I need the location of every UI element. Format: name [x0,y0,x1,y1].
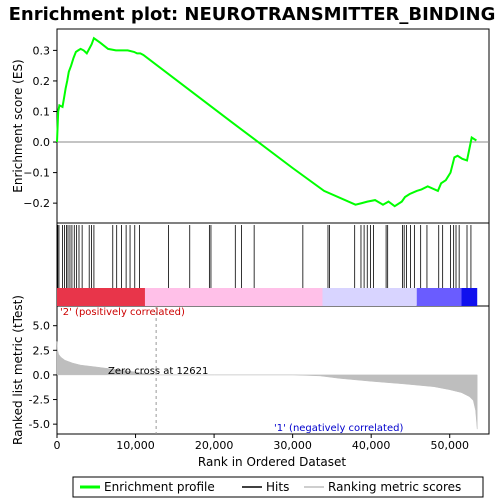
ranking-bar-segment [461,288,478,306]
x-tick-label: 20,000 [195,439,234,452]
negative-correlation-label: '1' (negatively correlated) [274,423,403,434]
metric-y-axis: -5.0 -2.5 0.0 2.5 5.0 [29,320,57,431]
x-tick-label: 0 [54,439,61,452]
ranking-metric-area [56,341,478,430]
es-series [56,36,477,208]
metric-y-tick-label: 5.0 [33,320,51,333]
legend-box [72,476,484,498]
ranking-bar-segment [416,288,462,306]
chart-title: Enrichment plot: NEUROTRANSMITTER_BINDIN… [9,4,496,25]
x-tick-label: 40,000 [352,439,391,452]
legend: Enrichment profile Hits Ranking metric s… [72,476,484,498]
legend-enrichment-label: Enrichment profile [104,480,215,494]
es-y-tick-label: 0.0 [33,136,51,149]
zero-cross-label: Zero cross at 12621 [108,366,208,377]
hit-markers [57,225,472,288]
ranking-bar-segment [57,288,145,306]
es-y-axis: −0.2 −0.1 0.0 0.1 0.2 0.3 [23,44,57,210]
metric-y-tick-label: 0.0 [33,369,51,382]
metric-y-tick-label: -2.5 [29,394,50,407]
legend-hits-label: Hits [266,480,289,494]
es-y-axis-label: Enrichment score (ES) [11,59,25,192]
metric-y-tick-label: 2.5 [33,344,51,357]
es-y-tick-label: −0.1 [23,167,50,180]
x-tick-label: 30,000 [273,439,312,452]
es-panel-frame [56,28,490,224]
x-tick-label: 10,000 [116,439,155,452]
positive-correlation-label: '2' (positively correlated) [60,307,185,318]
metric-y-tick-label: -5.0 [29,418,50,431]
es-y-tick-label: 0.2 [33,75,51,88]
metric-y-axis-label: Ranked list metric (tTest) [11,295,25,445]
legend-metric-label: Ranking metric scores [328,480,461,494]
x-axis: 0 10,000 20,000 30,000 40,000 50,000 [54,434,469,452]
enrichment-profile-line [56,36,477,208]
ranking-color-bar [57,288,478,306]
x-axis-label: Rank in Ordered Dataset [198,455,346,469]
es-y-tick-label: 0.1 [33,105,51,118]
es-y-tick-label: −0.2 [23,197,50,210]
x-tick-label: 50,000 [430,439,469,452]
ranking-bar-segment [144,288,323,306]
metric-area [56,341,478,430]
ranking-bar-segment [322,288,417,306]
es-y-tick-label: 0.3 [33,44,51,57]
